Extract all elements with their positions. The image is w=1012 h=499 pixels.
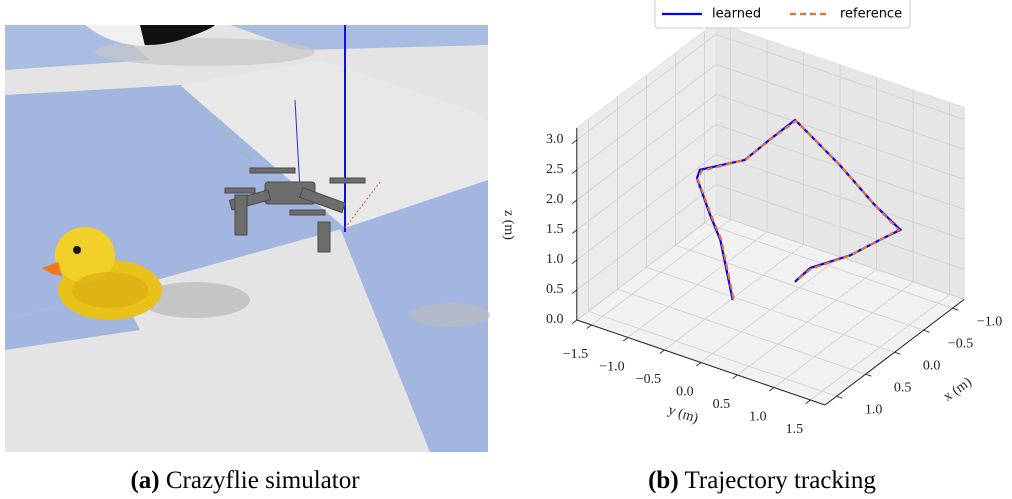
axis-line bbox=[576, 319, 826, 406]
tick-mark bbox=[768, 387, 775, 392]
grid-line bbox=[715, 184, 965, 270]
tick-mark bbox=[695, 362, 702, 367]
x-tick-label: 1.0 bbox=[865, 402, 883, 417]
tick-mark bbox=[571, 319, 578, 324]
legend-box bbox=[654, 0, 911, 29]
grid-line bbox=[715, 214, 965, 300]
z-tick-label: 0.0 bbox=[546, 312, 564, 327]
caption-label: (a) bbox=[130, 467, 159, 494]
legend-label: learned bbox=[712, 7, 761, 22]
y-axis-label: y (m) bbox=[666, 403, 700, 427]
z-tick-label: 2.0 bbox=[546, 192, 564, 207]
grid-line bbox=[576, 214, 717, 321]
grid-line bbox=[576, 64, 717, 171]
tick-mark bbox=[571, 139, 578, 144]
tick-mark bbox=[586, 324, 592, 329]
grid-line bbox=[737, 269, 877, 376]
trajectory-plot: −1.0 −0.5 0.0 0.5 1.0 −1.5 −1.0 −0.5 0.0 0.5 1.0 1.… bbox=[501, 0, 1002, 437]
grid-line bbox=[576, 34, 717, 141]
tick-mark bbox=[894, 351, 901, 355]
z-tick-label: 1.0 bbox=[546, 252, 564, 267]
tick-mark bbox=[836, 395, 843, 399]
tick-mark bbox=[659, 349, 665, 354]
grid-line bbox=[576, 154, 717, 261]
grid-line bbox=[591, 219, 731, 326]
caption-b: (b) Trajectory tracking bbox=[648, 467, 876, 494]
legend-label: reference bbox=[840, 7, 902, 22]
caption-label: (b) bbox=[648, 467, 679, 494]
z-tick-label: 1.5 bbox=[546, 222, 564, 237]
caption-text: Trajectory tracking bbox=[684, 467, 876, 494]
grid-line bbox=[715, 94, 965, 180]
tick-mark bbox=[923, 329, 930, 333]
y-tick-label: 1.5 bbox=[786, 422, 804, 437]
z-axis-label: z (m) bbox=[501, 210, 516, 240]
tick-mark bbox=[732, 374, 738, 379]
y-tick-label: 1.0 bbox=[749, 410, 767, 425]
grid-line bbox=[576, 184, 717, 291]
grid-line bbox=[627, 231, 768, 338]
grid-line bbox=[810, 294, 950, 401]
x-axis-label: x (m) bbox=[941, 375, 975, 405]
trajectory-line bbox=[696, 119, 901, 300]
z-tick-label: 0.5 bbox=[546, 282, 564, 297]
axis-line bbox=[824, 299, 965, 406]
x-tick-label: −0.5 bbox=[948, 336, 973, 351]
tick-mark bbox=[571, 229, 578, 234]
tick-mark bbox=[805, 399, 811, 404]
tick-mark bbox=[622, 337, 629, 342]
grid-line bbox=[715, 64, 965, 150]
x-tick-label: 0.0 bbox=[923, 358, 941, 373]
simulator-image bbox=[5, 25, 490, 452]
z-tick-label: 3.0 bbox=[546, 132, 564, 147]
y-tick-label: −0.5 bbox=[636, 372, 661, 387]
z-tick-label: 2.5 bbox=[546, 162, 564, 177]
y-tick-label: 0.0 bbox=[676, 385, 694, 400]
tick-mark bbox=[571, 169, 578, 174]
grid-line bbox=[576, 124, 717, 231]
caption-text: Crazyflie simulator bbox=[166, 467, 360, 494]
grid-line bbox=[576, 94, 717, 201]
x-tick-label: −1.0 bbox=[977, 314, 1002, 329]
caption-a: (a) Crazyflie simulator bbox=[130, 467, 360, 494]
grid-line bbox=[715, 154, 965, 240]
tick-mark bbox=[865, 373, 872, 377]
tick-mark bbox=[952, 307, 959, 311]
x-tick-label: 0.5 bbox=[894, 380, 912, 395]
y-tick-label: 0.5 bbox=[713, 397, 731, 412]
y-tick-label: −1.0 bbox=[599, 360, 624, 375]
tick-mark bbox=[571, 259, 578, 264]
grid-line bbox=[715, 34, 965, 120]
grid-line bbox=[700, 256, 841, 363]
tick-mark bbox=[571, 199, 578, 204]
tick-mark bbox=[571, 289, 578, 294]
y-tick-label: −1.5 bbox=[563, 347, 588, 362]
grid-line bbox=[773, 281, 914, 388]
